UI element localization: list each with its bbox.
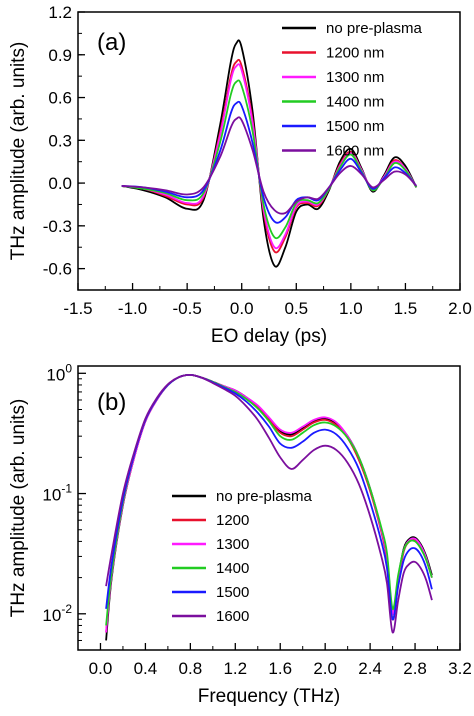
series-group bbox=[105, 373, 433, 641]
x-tick-label: 2.0 bbox=[313, 659, 337, 678]
y-tick-label: 10-1 bbox=[42, 482, 72, 505]
x-tick-label: 3.2 bbox=[448, 659, 472, 678]
x-tick-label: -0.5 bbox=[172, 299, 201, 318]
x-tick-label: 1.6 bbox=[268, 659, 292, 678]
y-tick-label: -0.3 bbox=[43, 217, 72, 236]
x-tick-label: -1.5 bbox=[63, 299, 92, 318]
panel-label: (b) bbox=[97, 389, 126, 416]
legend-label: 1600 bbox=[216, 608, 249, 625]
panel-a: -1.5 -1.0 -0.5 0.0 0.5 1.0 1.5 2.0 -0.6 -0.3 0.0 0.… bbox=[8, 3, 472, 347]
x-tick-label: 2.8 bbox=[403, 659, 427, 678]
legend-label: 1400 nm bbox=[326, 94, 384, 111]
legend: no pre-plasma 1200 1300 1400 1500 1600 bbox=[172, 488, 313, 625]
series-line bbox=[121, 79, 418, 240]
legend-label: 1500 nm bbox=[326, 118, 384, 135]
x-axis-title: EO delay (ps) bbox=[211, 326, 327, 347]
x-tick-label: -1.0 bbox=[118, 299, 147, 318]
legend-label: 1300 nm bbox=[326, 69, 384, 86]
x-axis-title: Frequency (THz) bbox=[198, 686, 341, 707]
plot-frame bbox=[77, 365, 461, 651]
y-axis-title: THz amplitude (arb. units) bbox=[8, 399, 29, 618]
legend-label: 1600 nm bbox=[326, 143, 384, 160]
y-tick-label: -0.6 bbox=[43, 260, 72, 279]
x-tick-label: 0.0 bbox=[230, 299, 254, 318]
x-tick-label: 0.0 bbox=[89, 659, 113, 678]
y-axis-title: THz amplitude (arb. units) bbox=[8, 42, 29, 261]
series-line bbox=[121, 116, 418, 215]
panel-label: (a) bbox=[97, 29, 126, 56]
legend-label: 1400 bbox=[216, 560, 249, 577]
panel-b: 0.0 0.4 0.8 1.2 1.6 2.0 2.4 2.8 3.2 10-2 10-1 100 Fr… bbox=[8, 361, 472, 707]
legend-label: no pre-plasma bbox=[216, 488, 313, 505]
x-tick-label: 2.0 bbox=[448, 299, 472, 318]
legend-label: 1200 bbox=[216, 512, 249, 529]
x-tick-label: 2.4 bbox=[358, 659, 382, 678]
x-tick-label: 1.2 bbox=[223, 659, 247, 678]
y-tick-label: 0.6 bbox=[48, 89, 72, 108]
series-group bbox=[121, 39, 418, 268]
legend: no pre-plasma 1200 nm 1300 nm 1400 nm 1500 n… bbox=[282, 20, 423, 160]
legend-label: no pre-plasma bbox=[326, 20, 423, 37]
series-line bbox=[105, 373, 433, 634]
series-line bbox=[121, 39, 418, 268]
y-tick-label: 1.2 bbox=[48, 3, 72, 22]
legend-label: 1500 bbox=[216, 584, 249, 601]
x-tick-label: 1.5 bbox=[394, 299, 418, 318]
series-line bbox=[105, 373, 433, 641]
legend-label: 1200 nm bbox=[326, 45, 384, 62]
y-tick-label: 0.9 bbox=[48, 46, 72, 65]
series-line bbox=[121, 100, 418, 224]
x-tick-label: 0.4 bbox=[134, 659, 158, 678]
y-tick-label: 10-2 bbox=[42, 602, 72, 625]
x-tick-label: 1.0 bbox=[339, 299, 363, 318]
y-tick-label: 100 bbox=[46, 361, 72, 384]
y-tick-label: 0.0 bbox=[48, 174, 72, 193]
x-tick-label: 0.8 bbox=[179, 659, 203, 678]
legend-label: 1300 bbox=[216, 536, 249, 553]
y-tick-label: 0.3 bbox=[48, 131, 72, 150]
x-tick-label: 0.5 bbox=[284, 299, 308, 318]
